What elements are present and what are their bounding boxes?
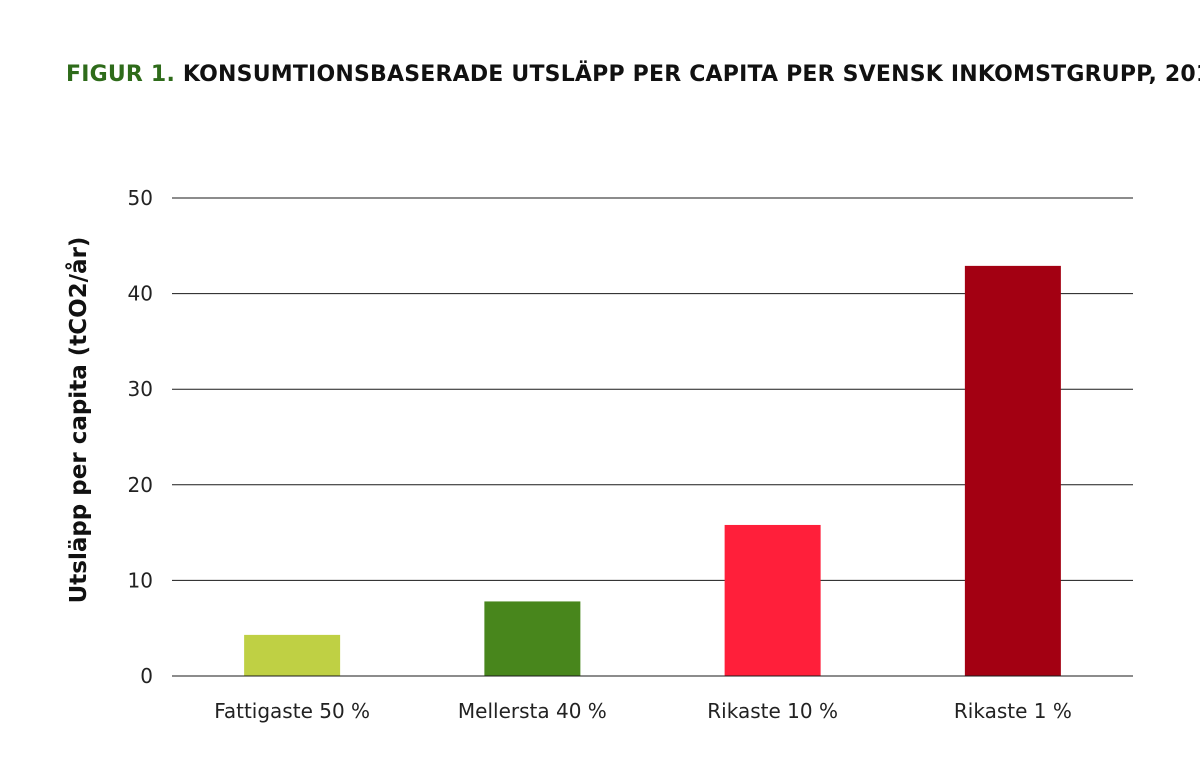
y-tick-label: 10 — [128, 568, 153, 592]
bar-2 — [484, 601, 581, 676]
y-tick-label: 50 — [128, 186, 153, 210]
chart-title-text: KONSUMTIONSBASERADE UTSLÄPP PER CAPITA P… — [182, 62, 1200, 87]
x-category-labels: Fattigaste 50 % Mellersta 40 % Rikaste 10 … — [214, 699, 1072, 723]
x-category-label: Fattigaste 50 % — [214, 699, 370, 723]
x-category-label: Rikaste 1 % — [954, 699, 1072, 723]
y-tick-label: 40 — [128, 282, 153, 306]
chart-title-prefix: FIGUR 1. — [66, 62, 176, 87]
bar-3 — [724, 524, 821, 676]
bar-1 — [244, 634, 341, 676]
y-tick-label: 20 — [128, 473, 153, 497]
x-category-label: Mellersta 40 % — [458, 699, 607, 723]
y-tick-label: 30 — [128, 377, 153, 401]
bar-4 — [964, 265, 1061, 676]
y-tick-label: 0 — [140, 664, 153, 688]
y-axis-title: Utsläpp per capita (tCO2/år) — [65, 237, 92, 604]
y-tick-labels: 0 10 20 30 40 50 — [128, 186, 153, 688]
x-category-label: Rikaste 10 % — [707, 699, 838, 723]
chart-title: FIGUR 1. KONSUMTIONSBASERADE UTSLÄPP PER… — [66, 62, 1200, 87]
bars — [172, 265, 1133, 677]
